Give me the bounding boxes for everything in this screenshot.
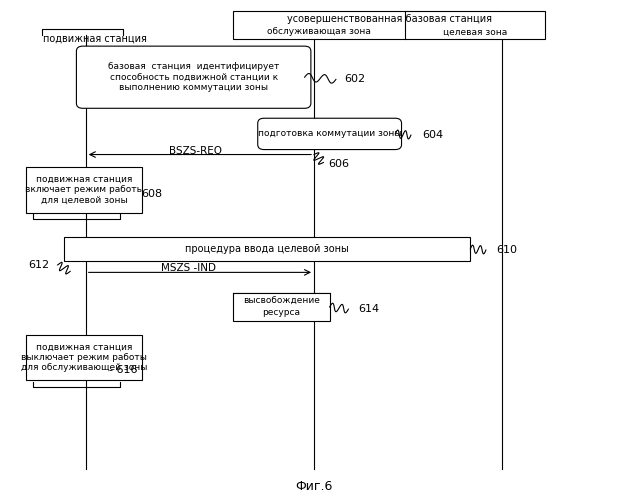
Text: подвижная станция: подвижная станция bbox=[43, 34, 147, 43]
Text: высвобождение
ресурса: высвобождение ресурса bbox=[243, 297, 320, 316]
Text: 604: 604 bbox=[422, 130, 443, 140]
Text: 606: 606 bbox=[328, 160, 350, 170]
Text: - 616: - 616 bbox=[109, 366, 138, 376]
Text: усовершенствованная базовая станция: усовершенствованная базовая станция bbox=[286, 14, 492, 24]
FancyBboxPatch shape bbox=[26, 334, 142, 380]
FancyBboxPatch shape bbox=[26, 167, 142, 212]
Text: BSZS-REQ: BSZS-REQ bbox=[169, 146, 222, 156]
Text: подготовка коммутации зоны: подготовка коммутации зоны bbox=[258, 130, 401, 138]
FancyBboxPatch shape bbox=[233, 12, 545, 38]
Text: 612: 612 bbox=[28, 260, 50, 270]
FancyBboxPatch shape bbox=[77, 46, 311, 108]
FancyBboxPatch shape bbox=[64, 237, 470, 261]
Text: процедура ввода целевой зоны: процедура ввода целевой зоны bbox=[185, 244, 349, 254]
Text: 610: 610 bbox=[496, 245, 517, 255]
FancyBboxPatch shape bbox=[257, 118, 401, 150]
Text: MSZS -IND: MSZS -IND bbox=[161, 264, 217, 274]
Text: Фиг.6: Фиг.6 bbox=[295, 480, 333, 492]
FancyBboxPatch shape bbox=[233, 294, 330, 320]
Text: 614: 614 bbox=[359, 304, 379, 314]
Text: подвижная станция
выключает режим работы
для обслуживающей зоны: подвижная станция выключает режим работы… bbox=[21, 342, 148, 372]
Text: 602: 602 bbox=[344, 74, 365, 85]
Text: целевая зона: целевая зона bbox=[443, 28, 507, 36]
Text: базовая  станция  идентифицирует
способность подвижной станции к
выполнению комм: базовая станция идентифицирует способнос… bbox=[108, 62, 279, 92]
Text: 608: 608 bbox=[141, 190, 162, 200]
Text: обслуживающая зона: обслуживающая зона bbox=[267, 28, 371, 36]
Text: подвижная станция
включает режим работы
для целевой зоны: подвижная станция включает режим работы … bbox=[25, 175, 144, 204]
